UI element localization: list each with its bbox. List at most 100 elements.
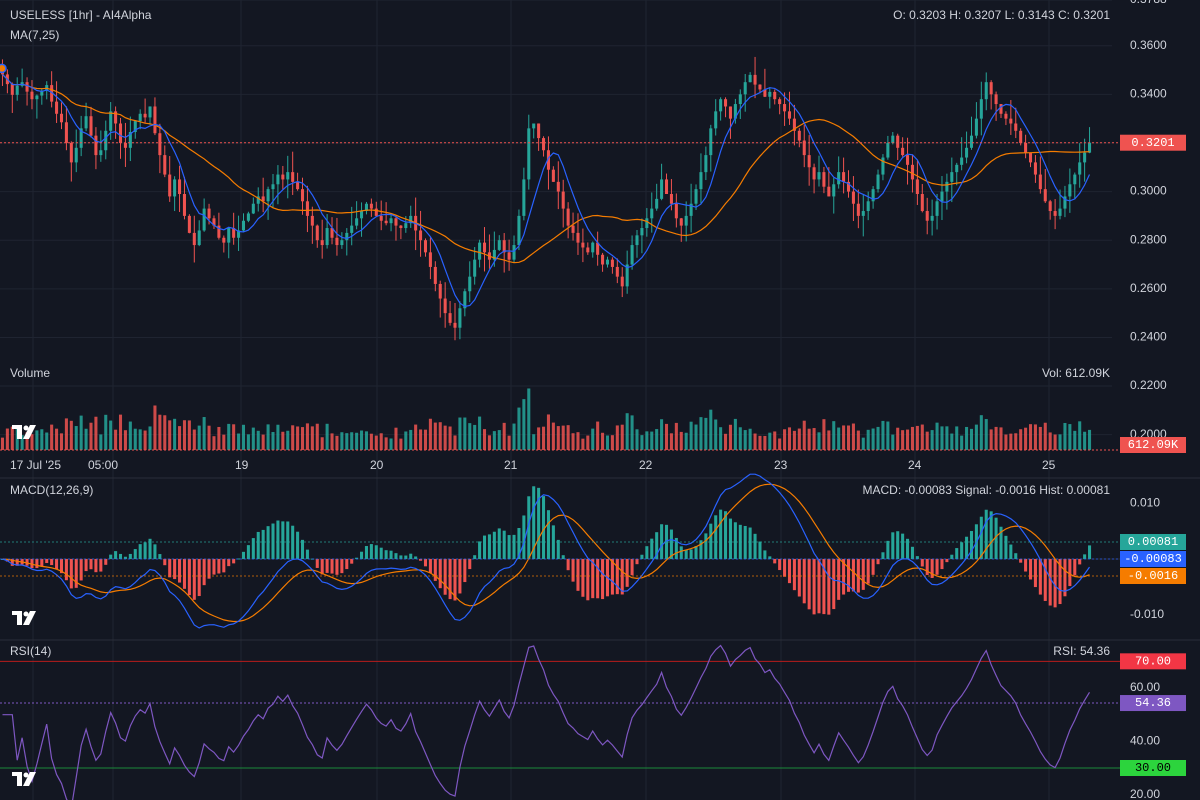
- candle-body: [827, 186, 831, 197]
- macd-hist-bar: [266, 526, 270, 559]
- candle-body: [59, 113, 64, 123]
- candle-body: [340, 240, 344, 246]
- volume-bar: [40, 429, 44, 450]
- macd-hist-bar: [50, 559, 54, 566]
- candle-body: [763, 89, 767, 97]
- macd-hist-bar: [856, 559, 860, 593]
- candle-body: [350, 225, 354, 233]
- volume-bar: [674, 422, 678, 450]
- marker-dot: [0, 63, 7, 74]
- candle-body: [212, 218, 216, 226]
- volume-bar: [728, 424, 732, 450]
- volume-bar: [851, 423, 855, 450]
- candle-body: [773, 91, 777, 100]
- macd-hist-bar: [512, 534, 516, 559]
- candle-body: [856, 203, 860, 216]
- volume-bar: [960, 435, 964, 450]
- macd-hist-bar: [350, 559, 354, 564]
- macd-hist-bar: [35, 559, 39, 569]
- volume-bar: [915, 425, 919, 450]
- volume-bar: [502, 422, 506, 450]
- volume-bar: [974, 424, 978, 450]
- volume-bar: [1053, 434, 1057, 450]
- candle-body: [148, 106, 152, 118]
- macd-hist-bar: [694, 546, 698, 559]
- candle-body: [719, 99, 723, 112]
- macd-hist-bar: [802, 559, 806, 604]
- volume-bar: [207, 425, 211, 450]
- price-tick-label: 0.3400: [1130, 86, 1167, 100]
- macd-hist-bar: [394, 553, 398, 559]
- macd-legend: MACD(12,26,9): [10, 483, 94, 497]
- volume-bar: [419, 429, 423, 450]
- volume-bar: [438, 422, 442, 450]
- volume-bar: [1073, 430, 1077, 450]
- candle-body: [448, 313, 452, 323]
- volume-bar: [330, 433, 334, 450]
- macd-hist-bar: [128, 553, 132, 559]
- candle-body: [787, 111, 792, 119]
- candle-body: [955, 164, 959, 173]
- macd-hist-bar: [118, 553, 123, 559]
- volume-bar: [320, 437, 324, 450]
- volume-bar: [773, 431, 777, 450]
- volume-bar: [689, 421, 693, 450]
- volume-bar: [625, 413, 629, 450]
- candle-body: [556, 181, 560, 192]
- macd-hist-bar: [487, 534, 491, 559]
- time-tick-label: 21: [504, 458, 518, 472]
- candle-body: [532, 123, 536, 129]
- candle-body: [114, 111, 118, 124]
- macd-hist-bar: [886, 540, 890, 559]
- macd-hist-bar: [384, 550, 388, 559]
- volume-bar: [807, 428, 811, 450]
- macd-hist-bar: [827, 559, 831, 615]
- candle-body: [792, 118, 796, 131]
- price-tick-label: 0.2600: [1130, 281, 1167, 295]
- volume-bar: [478, 416, 482, 450]
- volume-bar: [876, 426, 880, 450]
- macd-hist-bar: [601, 559, 605, 600]
- candle-body: [374, 208, 378, 216]
- candle-body: [25, 82, 29, 92]
- candle-body: [1078, 162, 1082, 175]
- candle-body: [635, 235, 639, 246]
- macd-hist-bar: [871, 559, 875, 575]
- macd-hist-bar: [561, 555, 565, 559]
- candle-body: [546, 150, 550, 170]
- macd-hist-bar: [227, 559, 231, 567]
- volume-bar: [1058, 434, 1062, 450]
- volume-bar: [640, 435, 644, 450]
- macd-hist-bar: [79, 559, 83, 581]
- volume-tag-bg: [1120, 437, 1186, 453]
- candle-body: [709, 128, 713, 156]
- macd-hist-bar: [915, 556, 919, 559]
- volume-bar: [45, 432, 49, 450]
- candle-body: [1053, 211, 1057, 216]
- candle-body: [187, 215, 191, 233]
- candle-body: [738, 94, 742, 105]
- macd-value-tag: -0.00083: [1124, 552, 1182, 566]
- macd-hist-bar: [596, 559, 600, 599]
- macd-hist-bar: [674, 537, 678, 559]
- macd-hist-bar: [625, 559, 629, 587]
- volume-bar: [414, 424, 418, 450]
- logo-part: [23, 425, 36, 439]
- candle-body: [901, 147, 905, 156]
- macd-hist-bar: [438, 559, 442, 589]
- ma7-line: [2, 73, 1091, 308]
- macd-hist-bar: [719, 509, 723, 559]
- candle-body: [1058, 208, 1062, 216]
- volume-bar: [517, 407, 521, 450]
- volume-bar: [724, 433, 728, 450]
- volume-bar: [335, 435, 339, 450]
- macd-hist-bar: [571, 559, 575, 582]
- volume-bar: [866, 429, 870, 450]
- volume-bar: [222, 434, 226, 450]
- macd-hist-bar: [40, 559, 44, 567]
- volume-bar: [920, 424, 924, 450]
- candle-body: [807, 155, 811, 168]
- macd-hist-bar: [45, 559, 49, 564]
- macd-hist-bar: [920, 559, 924, 567]
